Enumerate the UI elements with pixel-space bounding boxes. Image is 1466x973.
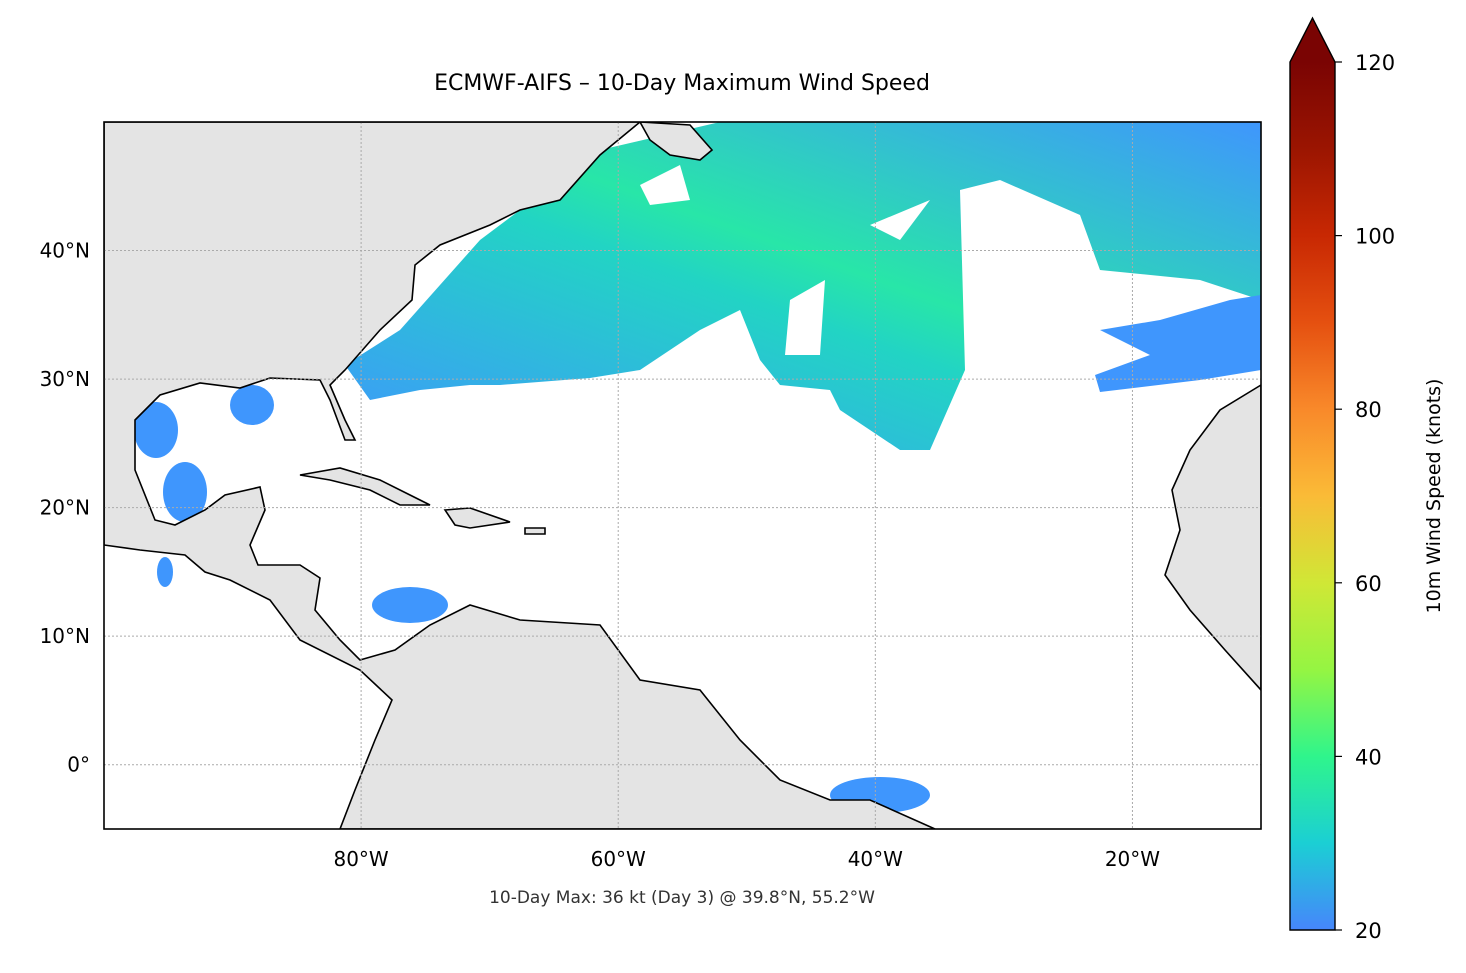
y-tick-label: 0° [67,753,90,777]
x-tick-label: 20°W [1105,847,1160,871]
colorbar-tick-label: 60 [1355,572,1382,596]
map-area [104,122,1261,829]
colorbar-tick-label: 120 [1355,51,1395,75]
colorbar-extend [1290,18,1335,62]
x-tick-label: 60°W [591,847,646,871]
y-tick-label: 20°N [40,496,90,520]
africa [1164,384,1261,692]
colorbar-label: 10m Wind Speed (knots) [1423,379,1445,614]
hispaniola [443,507,511,529]
colorbar: 20 40 60 80 100 120 10m Wind Speed (knots) [1289,16,1445,943]
colorbar-tick-label: 40 [1355,745,1382,769]
north-america [104,122,936,829]
colorbar-tick-label: 20 [1355,919,1382,943]
puerto-rico [524,527,546,535]
wind-field [163,462,207,522]
colorbar-gradient [1290,62,1335,930]
grid [104,122,1261,829]
wind-field [134,402,178,458]
x-tick-label: 40°W [848,847,903,871]
title: ECMWF-AIFS – 10-Day Maximum Wind Speed [434,71,930,96]
wind-field [345,122,1261,450]
colorbar-tick-label: 80 [1355,398,1382,422]
wind-field [1095,295,1261,392]
cuba [299,467,431,506]
annotation: 10-Day Max: 36 kt (Day 3) @ 39.8°N, 55.2… [489,888,875,908]
newfoundland [639,122,714,161]
map-frame [103,121,1262,830]
y-tick-label: 10°N [40,624,90,648]
x-tick-label: 80°W [333,847,388,871]
colorbar-outline [1289,16,1336,931]
calm-area [640,165,930,355]
y-tick-label: 40°N [40,239,90,263]
wind-field [230,385,274,425]
y-tick-label: 30°N [40,367,90,391]
wind-field [372,587,448,623]
wind-field [157,557,173,587]
colorbar-tick-label: 100 [1355,225,1395,249]
